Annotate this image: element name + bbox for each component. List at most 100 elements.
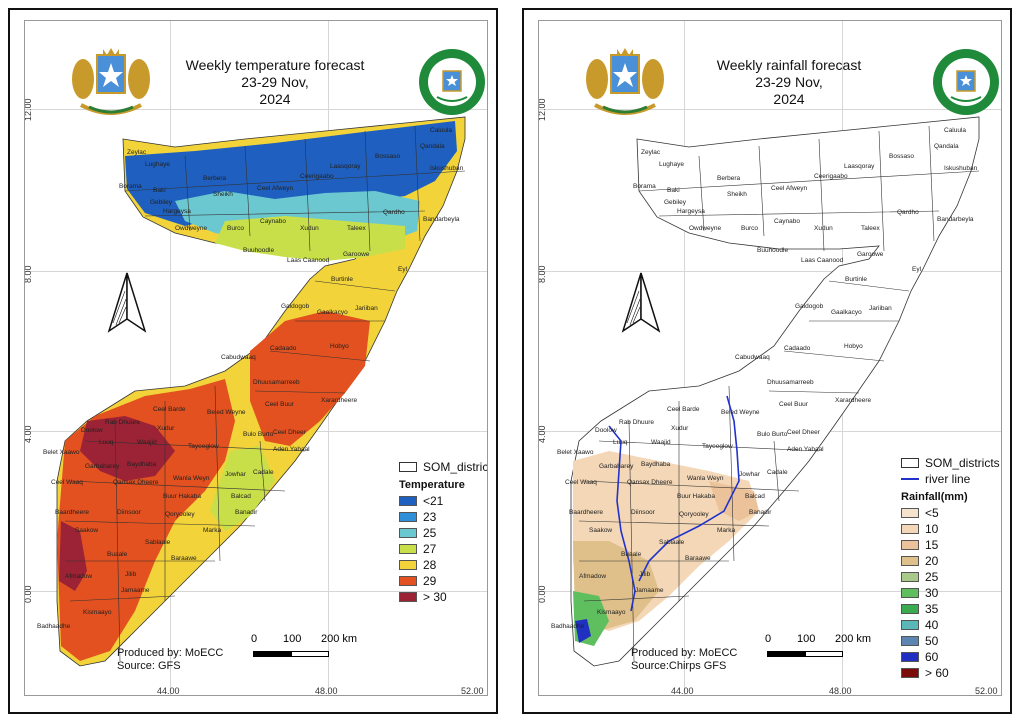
legend-item: 27	[399, 541, 487, 557]
district-label: Jamaame	[635, 587, 664, 594]
district-label: Jowhar	[225, 471, 246, 478]
legend-swatch	[399, 512, 417, 522]
legend-river-symbol	[901, 478, 919, 480]
district-label: Buur Hakaba	[163, 493, 201, 500]
map-credit: Produced by: MoECC Source:Chirps GFS	[631, 647, 737, 673]
north-arrow-icon	[621, 272, 661, 333]
district-label: Buaale	[621, 551, 642, 558]
district-label: Ceerigaabo	[814, 173, 848, 180]
district-label: Badhaadhe	[37, 623, 71, 630]
district-label: Xudur	[671, 425, 689, 432]
rain-zone-light-central	[709, 481, 759, 521]
legend-item: 25	[399, 525, 487, 541]
district-label: Xudur	[157, 425, 175, 432]
district-label: Qansax Dheere	[113, 479, 159, 486]
district-label: Caynabo	[260, 218, 287, 225]
scale-tick: 200 km	[835, 633, 872, 645]
district-label: Sablaale	[145, 539, 171, 546]
credit-line: Produced by: MoECC	[631, 647, 738, 659]
district-label: Ceel Waaq	[565, 479, 597, 486]
district-label: Kismaayo	[597, 609, 626, 616]
scale-tick: 100	[283, 633, 302, 645]
district-label: Tayeeglow	[188, 443, 219, 450]
district-label: Ceel Dheer	[273, 429, 306, 436]
district-label: Qoryooley	[165, 511, 195, 518]
legend-swatch	[399, 496, 417, 506]
title-line: 23-29 Nov,	[755, 74, 823, 90]
district-label: Lughaye	[145, 161, 170, 168]
lon-label: 48.00	[829, 686, 852, 696]
district-label: Ceel Barde	[153, 406, 186, 413]
lat-label: 4.00	[538, 425, 547, 443]
district-label: Tayeeglow	[702, 443, 733, 450]
legend-river-label: river line	[925, 472, 971, 486]
district-label: Baardheere	[55, 509, 89, 516]
district-label: Luuq	[99, 439, 114, 446]
district-label: Diinsoor	[117, 509, 141, 516]
legend-swatch	[399, 592, 417, 602]
legend-item: <21	[399, 493, 487, 509]
lat-label: 0.00	[24, 585, 33, 603]
district-label: Taleex	[861, 225, 880, 232]
legend-label: 25	[423, 526, 437, 540]
credit-line: Source:Chirps GFS	[631, 660, 727, 672]
legend-item: 60	[901, 649, 1000, 665]
temp-zone-hot	[250, 311, 370, 446]
district-label: Galdogob	[795, 303, 824, 310]
district-label: Jowhar	[739, 471, 760, 478]
legend-swatch	[901, 540, 919, 550]
legend-label: > 30	[423, 590, 447, 604]
district-label: Zeylac	[641, 149, 661, 156]
district-label: Xarardheere	[835, 397, 872, 404]
district-label: Belet Xaawo	[557, 449, 594, 456]
district-label: Xarardheere	[321, 397, 358, 404]
legend-label: 29	[423, 574, 437, 588]
legend-heading: Temperature	[399, 479, 465, 491]
district-label: Jamaame	[121, 587, 150, 594]
scale-segment	[253, 651, 291, 657]
lon-label: 52.00	[461, 686, 484, 696]
legend-label: <21	[423, 494, 444, 508]
district-label: Berbera	[203, 175, 227, 182]
legend-item: > 30	[399, 589, 487, 605]
scale-tick: 200 km	[321, 633, 358, 645]
district-label: Banadir	[749, 509, 772, 516]
district-label: Ceel Dheer	[787, 429, 820, 436]
legend-item: 28	[399, 557, 487, 573]
lat-label: 8.00	[538, 265, 547, 283]
district-label: Waajid	[137, 439, 157, 446]
district-label: Sheikh	[727, 191, 747, 198]
district-label: Sheikh	[213, 191, 233, 198]
temp-zone-very-hot	[80, 416, 175, 481]
legend-item: 20	[901, 553, 1000, 569]
river-line-juba	[608, 425, 636, 612]
district-label: Iskushuban	[430, 165, 464, 172]
district-label: Saakow	[589, 527, 613, 534]
scale-bar: 0 100 200 km	[765, 633, 885, 673]
legend-heading: Rainfall(mm)	[901, 491, 968, 503]
legend-item: 50	[901, 633, 1000, 649]
legend-item: 35	[901, 601, 1000, 617]
ministry-logo-icon	[933, 49, 999, 115]
district-label: Wanla Weyn	[687, 475, 724, 482]
district-label: Wanla Weyn	[173, 475, 210, 482]
legend-swatch	[901, 604, 919, 614]
legend-swatch	[901, 652, 919, 662]
district-label: Qoryooley	[679, 511, 709, 518]
legend-layer-label: SOM_districts	[925, 456, 1000, 470]
district-label: Ceel Afweyn	[257, 185, 294, 192]
district-label: Balcad	[231, 493, 251, 500]
legend-label: <5	[925, 506, 939, 520]
district-label: Gebiley	[150, 199, 173, 206]
legend-label: 15	[925, 538, 939, 552]
district-label: Sablaale	[659, 539, 685, 546]
district-label: Qardho	[897, 209, 919, 216]
district-label: Ceerigaabo	[300, 173, 334, 180]
district-label: Ceel Buur	[265, 401, 294, 408]
district-label: Baydhaba	[641, 461, 671, 468]
legend-item: > 60	[901, 665, 1000, 681]
river-line-shabelle	[638, 395, 740, 582]
district-label: Cabudwaaq	[735, 354, 770, 361]
district-label: Afmadow	[579, 573, 607, 580]
lat-label: 8.00	[24, 265, 33, 283]
